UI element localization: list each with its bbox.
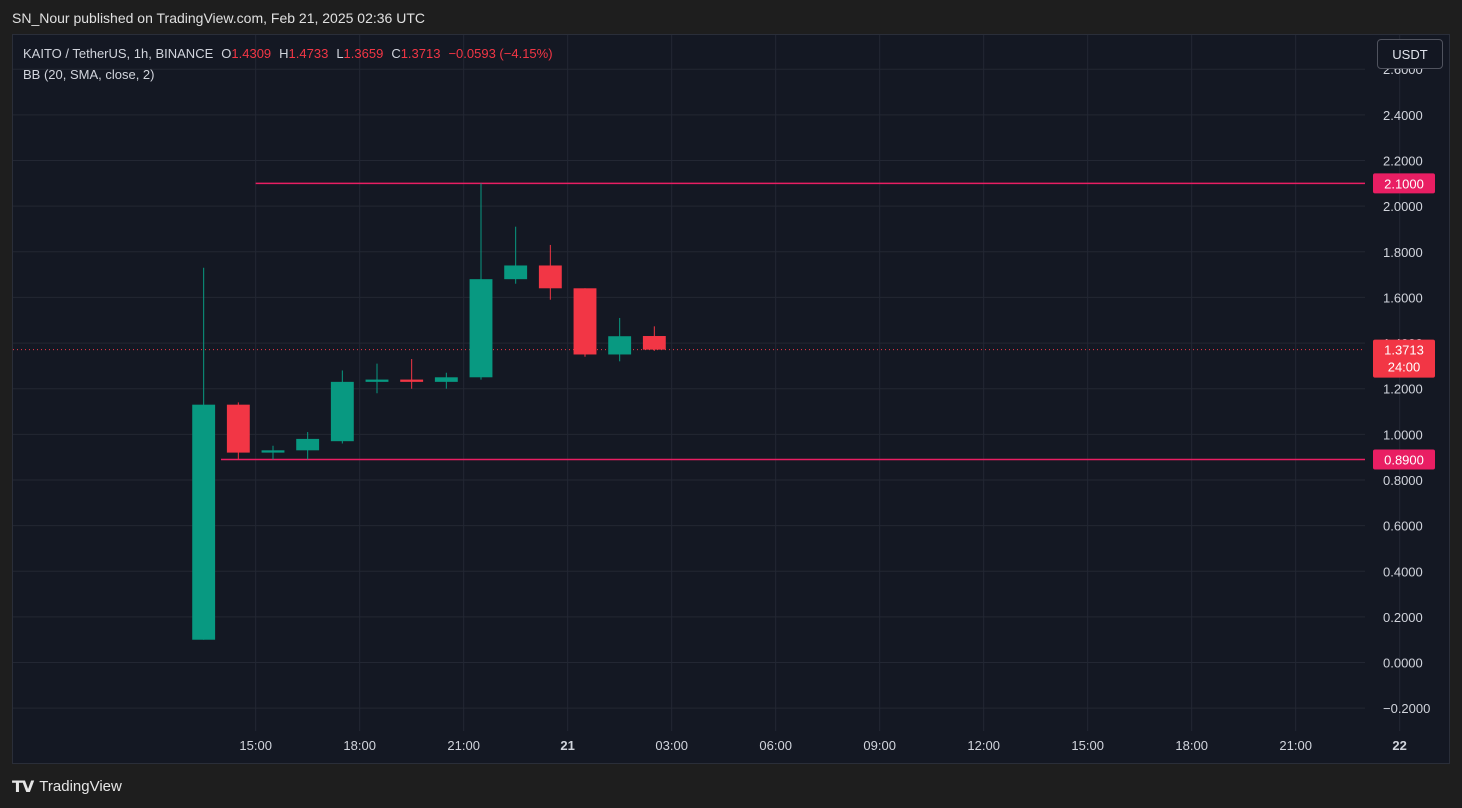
y-tick-label: 0.6000: [1383, 519, 1423, 534]
y-tick-label: 0.0000: [1383, 656, 1423, 671]
indicator-legend[interactable]: BB (20, SMA, close, 2): [23, 67, 155, 82]
bar-countdown-label: 24:00: [1388, 360, 1421, 375]
high-value: 1.4733: [288, 46, 329, 61]
candle-body: [365, 379, 389, 382]
x-tick-label: 18:00: [1175, 738, 1208, 753]
candle-body: [573, 288, 597, 355]
low-label: L: [336, 46, 344, 61]
candle-body: [330, 381, 354, 442]
candle-body: [261, 450, 285, 453]
publish-info: SN_Nour published on TradingView.com, Fe…: [12, 10, 425, 26]
chart-frame[interactable]: 2.60002.40002.20002.00001.80001.60001.40…: [12, 34, 1450, 764]
x-tick-label: 15:00: [1071, 738, 1104, 753]
tradingview-mark-icon: TV: [12, 777, 34, 796]
x-tick-label: 15:00: [239, 738, 272, 753]
open-label: O: [221, 46, 232, 61]
x-tick-label: 18:00: [343, 738, 376, 753]
current-price-tag: [1373, 339, 1435, 378]
y-tick-label: 1.0000: [1383, 427, 1423, 442]
close-value: 1.3713: [400, 46, 441, 61]
candle-body: [226, 404, 250, 453]
level-price-tag: [1373, 449, 1435, 470]
y-tick-label: 0.4000: [1383, 564, 1423, 579]
candle-body: [608, 336, 632, 355]
candle-body: [538, 265, 562, 289]
y-tick-label: 2.4000: [1383, 108, 1423, 123]
x-tick-label: 12:00: [967, 738, 1000, 753]
level-price-tag: [1373, 173, 1435, 194]
current-price-label: 1.3713: [1384, 343, 1424, 358]
x-tick-label: 06:00: [759, 738, 792, 753]
x-tick-label: 09:00: [863, 738, 896, 753]
currency-button[interactable]: USDT: [1377, 39, 1443, 69]
candle-body: [469, 279, 493, 378]
candle-body: [400, 379, 424, 382]
y-tick-label: 0.8000: [1383, 473, 1423, 488]
tradingview-logo[interactable]: TV TradingView: [12, 777, 122, 796]
y-tick-label: 1.6000: [1383, 290, 1423, 305]
candle-body: [504, 265, 528, 280]
open-value: 1.4309: [231, 46, 272, 61]
change-value: −0.0593 (−4.15%): [448, 46, 553, 61]
x-tick-label: 03:00: [655, 738, 688, 753]
candle-body: [192, 404, 216, 640]
level-price-label: 2.1000: [1384, 176, 1424, 191]
y-tick-label: 1.8000: [1383, 245, 1423, 260]
candle-body: [642, 336, 666, 350]
level-price-label: 0.8900: [1384, 452, 1424, 467]
x-tick-label: 21: [560, 738, 574, 753]
symbol-legend: KAITO / TetherUS, 1h, BINANCE O1.4309 H1.4…: [23, 46, 553, 61]
candle-body: [434, 377, 458, 382]
y-tick-label: −0.2000: [1383, 701, 1430, 716]
x-tick-label: 21:00: [1279, 738, 1312, 753]
x-tick-label: 22: [1392, 738, 1406, 753]
y-tick-label: 0.2000: [1383, 610, 1423, 625]
y-tick-label: 1.2000: [1383, 382, 1423, 397]
y-tick-label: 2.2000: [1383, 154, 1423, 169]
low-value: 1.3659: [343, 46, 384, 61]
y-tick-label: 2.0000: [1383, 199, 1423, 214]
candle-body: [296, 438, 320, 451]
x-tick-label: 21:00: [447, 738, 480, 753]
brand-name: TradingView: [39, 778, 122, 795]
candlestick-chart[interactable]: 2.60002.40002.20002.00001.80001.60001.40…: [13, 35, 1449, 763]
close-label: C: [391, 46, 401, 61]
high-label: H: [279, 46, 289, 61]
symbol-title[interactable]: KAITO / TetherUS, 1h, BINANCE: [23, 46, 214, 61]
